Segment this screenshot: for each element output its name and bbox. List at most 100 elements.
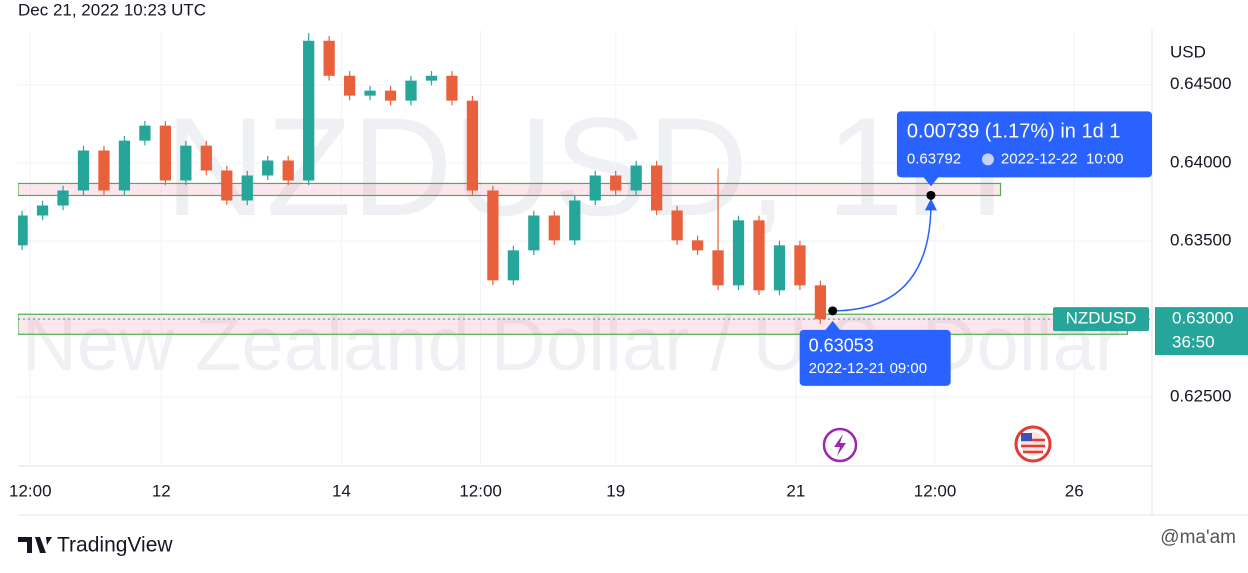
candle-body [487, 190, 499, 281]
candle [180, 140, 192, 186]
zone [18, 182, 1002, 197]
dividend-icon [822, 427, 858, 463]
candle [405, 75, 417, 106]
candle [77, 145, 90, 196]
candle-body [139, 125, 151, 141]
x-tick-label: 19 [606, 481, 625, 500]
symbol-label: NZDUSD [1066, 309, 1137, 328]
candle-body [732, 220, 745, 286]
candle [303, 33, 315, 186]
price-label: 0.63000 [1172, 309, 1233, 328]
y-tick-label: 0.64000 [1170, 152, 1231, 171]
currency: USD [1170, 42, 1206, 61]
candle-body [773, 245, 786, 291]
tradingview-logo [18, 537, 52, 553]
x-tick-label: 12:00 [9, 481, 52, 500]
projection-target: 0.63792 [907, 150, 961, 167]
candle-body [159, 125, 172, 181]
candle-body [364, 90, 376, 96]
candle [794, 240, 806, 291]
candle [364, 85, 376, 101]
projection-start [828, 306, 838, 316]
candle-body [425, 75, 438, 81]
candle [569, 195, 581, 246]
candle [425, 71, 438, 86]
candle [446, 71, 458, 106]
tooltip-pointer [922, 176, 939, 187]
candle-body [303, 40, 315, 181]
start-time: 2022-12-21 09:00 [809, 360, 927, 377]
candle [57, 185, 69, 211]
projection-curve [832, 203, 932, 312]
candle [221, 165, 233, 206]
candle-body [221, 170, 233, 201]
x-tick-label: 21 [786, 481, 805, 500]
x-tick-label: 26 [1065, 481, 1084, 500]
candle [712, 168, 724, 291]
x-tick-label: 12 [152, 481, 171, 500]
y-tick-label: 0.62500 [1170, 387, 1231, 406]
zone [18, 313, 1129, 335]
candle-body [57, 190, 69, 206]
candle [282, 155, 294, 186]
symbol-tag [1053, 307, 1149, 332]
candle-body [753, 220, 765, 291]
candle-body [569, 200, 581, 241]
candle-body [323, 40, 335, 76]
candle-body [528, 215, 540, 251]
arrow-head [924, 198, 937, 211]
candle [773, 240, 786, 296]
brand: TradingView [57, 534, 173, 557]
candle-body [77, 150, 90, 191]
us-event-icon [1014, 425, 1052, 463]
candle [610, 170, 622, 196]
candle [159, 120, 172, 186]
candle-body [671, 210, 683, 241]
candle-body [98, 150, 110, 191]
candle-body [405, 80, 417, 101]
countdown: 36:50 [1172, 333, 1215, 352]
candle [589, 170, 601, 206]
candle [753, 215, 765, 296]
candle [651, 160, 663, 216]
candle-body [180, 145, 192, 181]
candle [323, 36, 335, 81]
candle-body [548, 215, 560, 241]
candle [139, 120, 151, 146]
candle-body [651, 165, 663, 211]
price-tag [1155, 307, 1248, 356]
candle [528, 210, 540, 256]
candle [487, 185, 499, 286]
candle-body [36, 205, 49, 216]
candle [200, 140, 212, 176]
footer: TradingView @ma'am [18, 527, 1236, 557]
candle-body [384, 90, 397, 101]
candle [262, 155, 274, 181]
candle-body [712, 250, 724, 286]
candle-body [118, 140, 131, 191]
candle [118, 135, 131, 196]
projection-end [926, 190, 936, 200]
candle-body [589, 175, 601, 201]
candle-body [343, 75, 356, 96]
x-tick-label: 12:00 [459, 481, 502, 500]
candle [732, 215, 745, 291]
candle-body [282, 160, 294, 181]
y-tick-label: 0.63500 [1170, 230, 1231, 249]
candle [630, 160, 642, 196]
y-tick-label: 0.64500 [1170, 74, 1231, 93]
candle-body [630, 165, 642, 191]
candle [36, 200, 49, 221]
candle [98, 145, 110, 196]
candle [18, 210, 28, 251]
projection-change: 0.00739 (1.17%) in 1d 1 [907, 121, 1121, 143]
credit: @ma'am [1160, 527, 1236, 548]
candle [814, 280, 827, 324]
candle-body [241, 175, 253, 201]
candle-body [691, 240, 704, 251]
candle-body [466, 100, 479, 191]
candle [466, 95, 479, 196]
candle-body [446, 75, 458, 101]
candle [548, 210, 560, 246]
projection-target-time: 2022-12-22 10:00 [1001, 150, 1124, 167]
